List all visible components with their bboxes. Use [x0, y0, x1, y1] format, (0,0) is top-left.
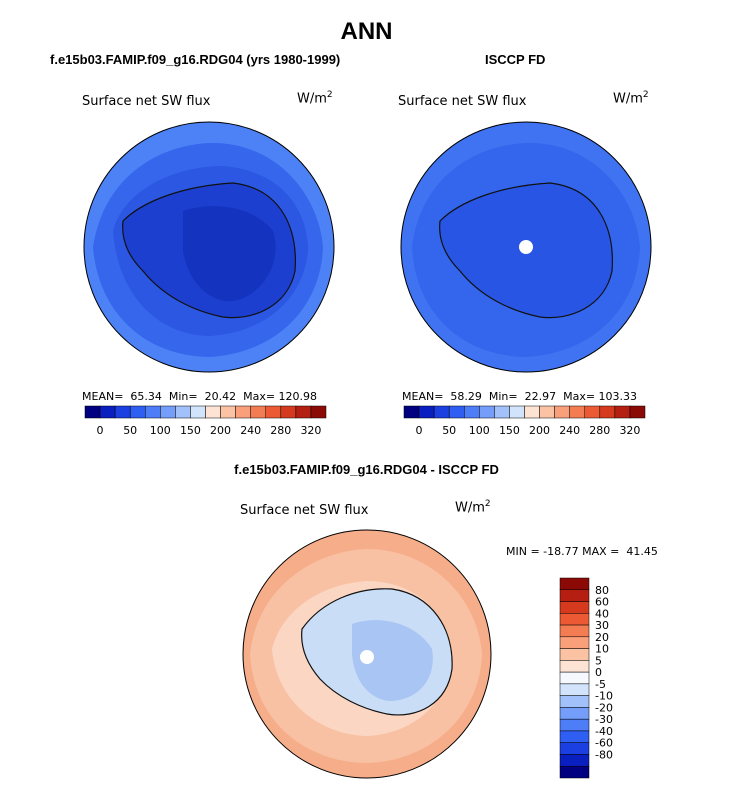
colorbar-tick-label: 280 [270, 424, 291, 437]
colorbar-swatch [145, 405, 161, 419]
colorbar-swatch [205, 405, 221, 419]
colorbar-swatch [559, 613, 590, 626]
colorbar-swatch [175, 405, 191, 419]
colorbar-swatch [559, 707, 590, 720]
colorbar-tick-label: 100 [150, 424, 171, 437]
colorbar-swatch [84, 405, 101, 419]
colorbar-tick-label: 60 [595, 596, 609, 609]
colorbar-swatch [464, 405, 480, 419]
colorbar-swatch [114, 405, 131, 419]
colorbar-swatch [539, 405, 555, 419]
colorbar-tick-label: 0 [416, 424, 423, 437]
difference-polar-map [242, 529, 492, 779]
colorbar-tick-label: 0 [97, 424, 104, 437]
top-right-subtitle: ISCCP FD [485, 52, 546, 67]
colorbar-swatch [220, 405, 236, 419]
colorbar-swatch [265, 405, 282, 419]
colorbar-swatch [559, 683, 590, 696]
colorbar-swatch [559, 601, 590, 614]
colorbar-tick-label: 240 [240, 424, 261, 437]
colorbar-tick-label: -80 [595, 748, 613, 761]
colorbar-tick-label: -30 [595, 713, 613, 726]
colorbar-swatch [559, 577, 590, 591]
colorbar-tick-label: 30 [595, 619, 609, 632]
colorbar-swatch [559, 730, 590, 743]
colorbar-swatch [559, 695, 590, 708]
colorbar-swatch [559, 648, 590, 661]
colorbar-tick-label: 280 [589, 424, 610, 437]
top-left-variable-label: Surface net SW flux [82, 94, 211, 109]
colorbar-tick-label: 80 [595, 584, 609, 597]
colorbar-swatch [190, 405, 206, 419]
bottom-unit: W/m2 [455, 499, 491, 516]
top-right-stats: MEAN= 58.29 Min= 22.97 Max= 103.33 [402, 390, 638, 403]
colorbar-swatch [559, 742, 590, 755]
colorbar-swatch [569, 405, 586, 419]
colorbar-tick-label: 40 [595, 607, 609, 620]
colorbar-swatch [559, 589, 590, 602]
top-left-unit: W/m2 [297, 90, 333, 107]
colorbar-swatch [403, 405, 420, 419]
colorbar-swatch [295, 405, 312, 419]
colorbar-swatch [433, 405, 450, 419]
colorbar-tick-label: 200 [529, 424, 550, 437]
colorbar-tick-label: -40 [595, 725, 613, 738]
top-left-subtitle: f.e15b03.FAMIP.f09_g16.RDG04 (yrs 1980-1… [50, 52, 341, 67]
colorbar-swatch [448, 405, 465, 419]
top-right-polar-map [400, 121, 652, 373]
colorbar-tick-label: 150 [180, 424, 201, 437]
colorbar-tick-label: 0 [595, 666, 602, 679]
colorbar-swatch [280, 405, 297, 419]
colorbar-tick-label: 320 [619, 424, 640, 437]
colorbar-swatch [629, 405, 646, 419]
top-right-colorbar: 0 50 100 150 200 240 280 320 [403, 405, 646, 437]
colorbar-tick-label: 150 [499, 424, 520, 437]
colorbar-swatch [479, 405, 495, 419]
colorbar-swatch [559, 718, 590, 732]
colorbar-tick-label: 5 [595, 654, 602, 667]
colorbar-swatch [599, 405, 616, 419]
colorbar-tick-label: -60 [595, 737, 613, 750]
colorbar-swatch [559, 624, 590, 638]
colorbar-swatch [129, 405, 146, 419]
colorbar-swatch [509, 405, 525, 419]
colorbar-swatch [559, 671, 590, 685]
colorbar-swatch [559, 660, 590, 673]
colorbar-tick-label: 320 [300, 424, 321, 437]
colorbar-tick-label: 50 [123, 424, 137, 437]
colorbar-swatch [559, 636, 590, 649]
colorbar-swatch [554, 405, 570, 419]
colorbar-swatch [584, 405, 601, 419]
top-right-variable-label: Surface net SW flux [398, 94, 527, 109]
colorbar-swatch [235, 405, 251, 419]
bottom-variable-label: Surface net SW flux [240, 503, 369, 518]
colorbar-tick-label: 100 [469, 424, 490, 437]
top-right-unit: W/m2 [613, 90, 649, 107]
colorbar-swatch [310, 405, 327, 419]
difference-stats: MIN = -18.77 MAX = 41.45 [506, 545, 658, 558]
colorbar-swatch [418, 405, 435, 419]
colorbar-swatch [99, 405, 116, 419]
colorbar-tick-label: 10 [595, 643, 609, 656]
colorbar-swatch [559, 754, 590, 767]
colorbar-tick-label: -10 [595, 690, 613, 703]
colorbar-tick-label: -5 [595, 678, 606, 691]
colorbar-swatch [524, 405, 540, 419]
colorbar-swatch [160, 405, 176, 419]
figure-title: ANN [340, 18, 393, 45]
colorbar-swatch [250, 405, 267, 419]
top-left-stats: MEAN= 65.34 Min= 20.42 Max= 120.98 [82, 390, 318, 403]
colorbar-tick-label: 200 [210, 424, 231, 437]
colorbar-tick-label: 240 [559, 424, 580, 437]
colorbar-swatch [559, 765, 590, 779]
colorbar-swatch [614, 405, 631, 419]
colorbar-tick-label: -20 [595, 701, 613, 714]
top-left-colorbar: 0 50 100 150 200 240 280 320 [84, 405, 327, 437]
colorbar-swatch [494, 405, 510, 419]
colorbar-tick-label: 20 [595, 631, 609, 644]
bottom-subtitle: f.e15b03.FAMIP.f09_g16.RDG04 - ISCCP FD [234, 462, 499, 477]
colorbar-tick-label: 50 [442, 424, 456, 437]
top-left-polar-map [83, 121, 335, 373]
